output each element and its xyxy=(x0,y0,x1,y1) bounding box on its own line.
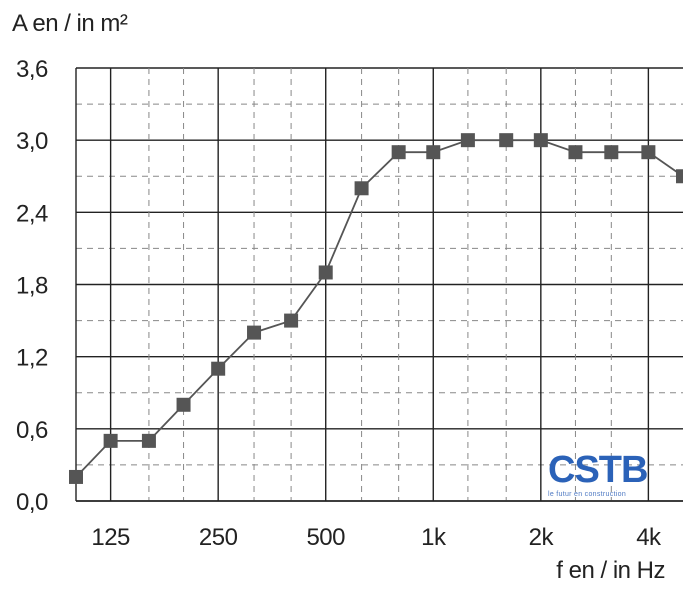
data-point xyxy=(318,265,333,280)
series-line xyxy=(75,139,683,478)
data-point xyxy=(460,133,475,148)
y-tick-label: 2,4 xyxy=(16,200,48,227)
x-axis-title: f en / in Hz xyxy=(556,557,665,584)
data-point xyxy=(141,433,156,448)
data-point xyxy=(103,433,118,448)
x-tick-label: 125 xyxy=(91,524,130,551)
data-point xyxy=(568,145,583,160)
data-point xyxy=(176,397,191,412)
y-tick-label: 0,0 xyxy=(16,489,48,516)
data-point xyxy=(604,145,619,160)
cstb-logo: CSTB le futur en construction xyxy=(548,447,662,501)
data-point xyxy=(247,325,262,340)
x-tick-label: 2k xyxy=(529,524,555,551)
svg-text:CSTB: CSTB xyxy=(548,449,647,491)
data-point xyxy=(69,469,83,484)
data-point xyxy=(426,145,441,160)
data-point xyxy=(676,169,683,184)
data-point xyxy=(391,145,406,160)
y-axis-title: A en / in m² xyxy=(12,10,128,37)
y-tick-label: 1,2 xyxy=(16,345,48,372)
data-point xyxy=(354,181,369,196)
y-tick-label: 3,6 xyxy=(16,56,48,83)
y-tick-label: 3,0 xyxy=(16,128,48,155)
svg-text:le futur en construction: le futur en construction xyxy=(548,491,626,498)
x-tick-label: 250 xyxy=(199,524,238,551)
data-point xyxy=(499,133,514,148)
data-point xyxy=(533,133,548,148)
data-point xyxy=(641,145,656,160)
cstb-logo-graphic: CSTB le futur en construction xyxy=(548,449,648,498)
x-tick-label: 4k xyxy=(636,524,662,551)
x-tick-label: 500 xyxy=(306,524,345,551)
y-tick-label: 0,6 xyxy=(16,417,48,444)
data-point xyxy=(284,313,299,328)
y-tick-label: 1,8 xyxy=(16,273,48,300)
x-tick-label: 1k xyxy=(421,524,447,551)
data-point xyxy=(211,361,226,376)
